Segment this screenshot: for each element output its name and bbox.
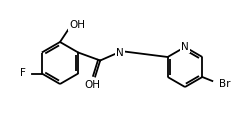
Text: OH: OH — [84, 80, 100, 90]
Text: N: N — [181, 42, 189, 52]
Text: OH: OH — [69, 20, 85, 30]
Text: N: N — [116, 48, 124, 58]
Text: F: F — [20, 68, 26, 78]
Text: Br: Br — [218, 79, 230, 89]
